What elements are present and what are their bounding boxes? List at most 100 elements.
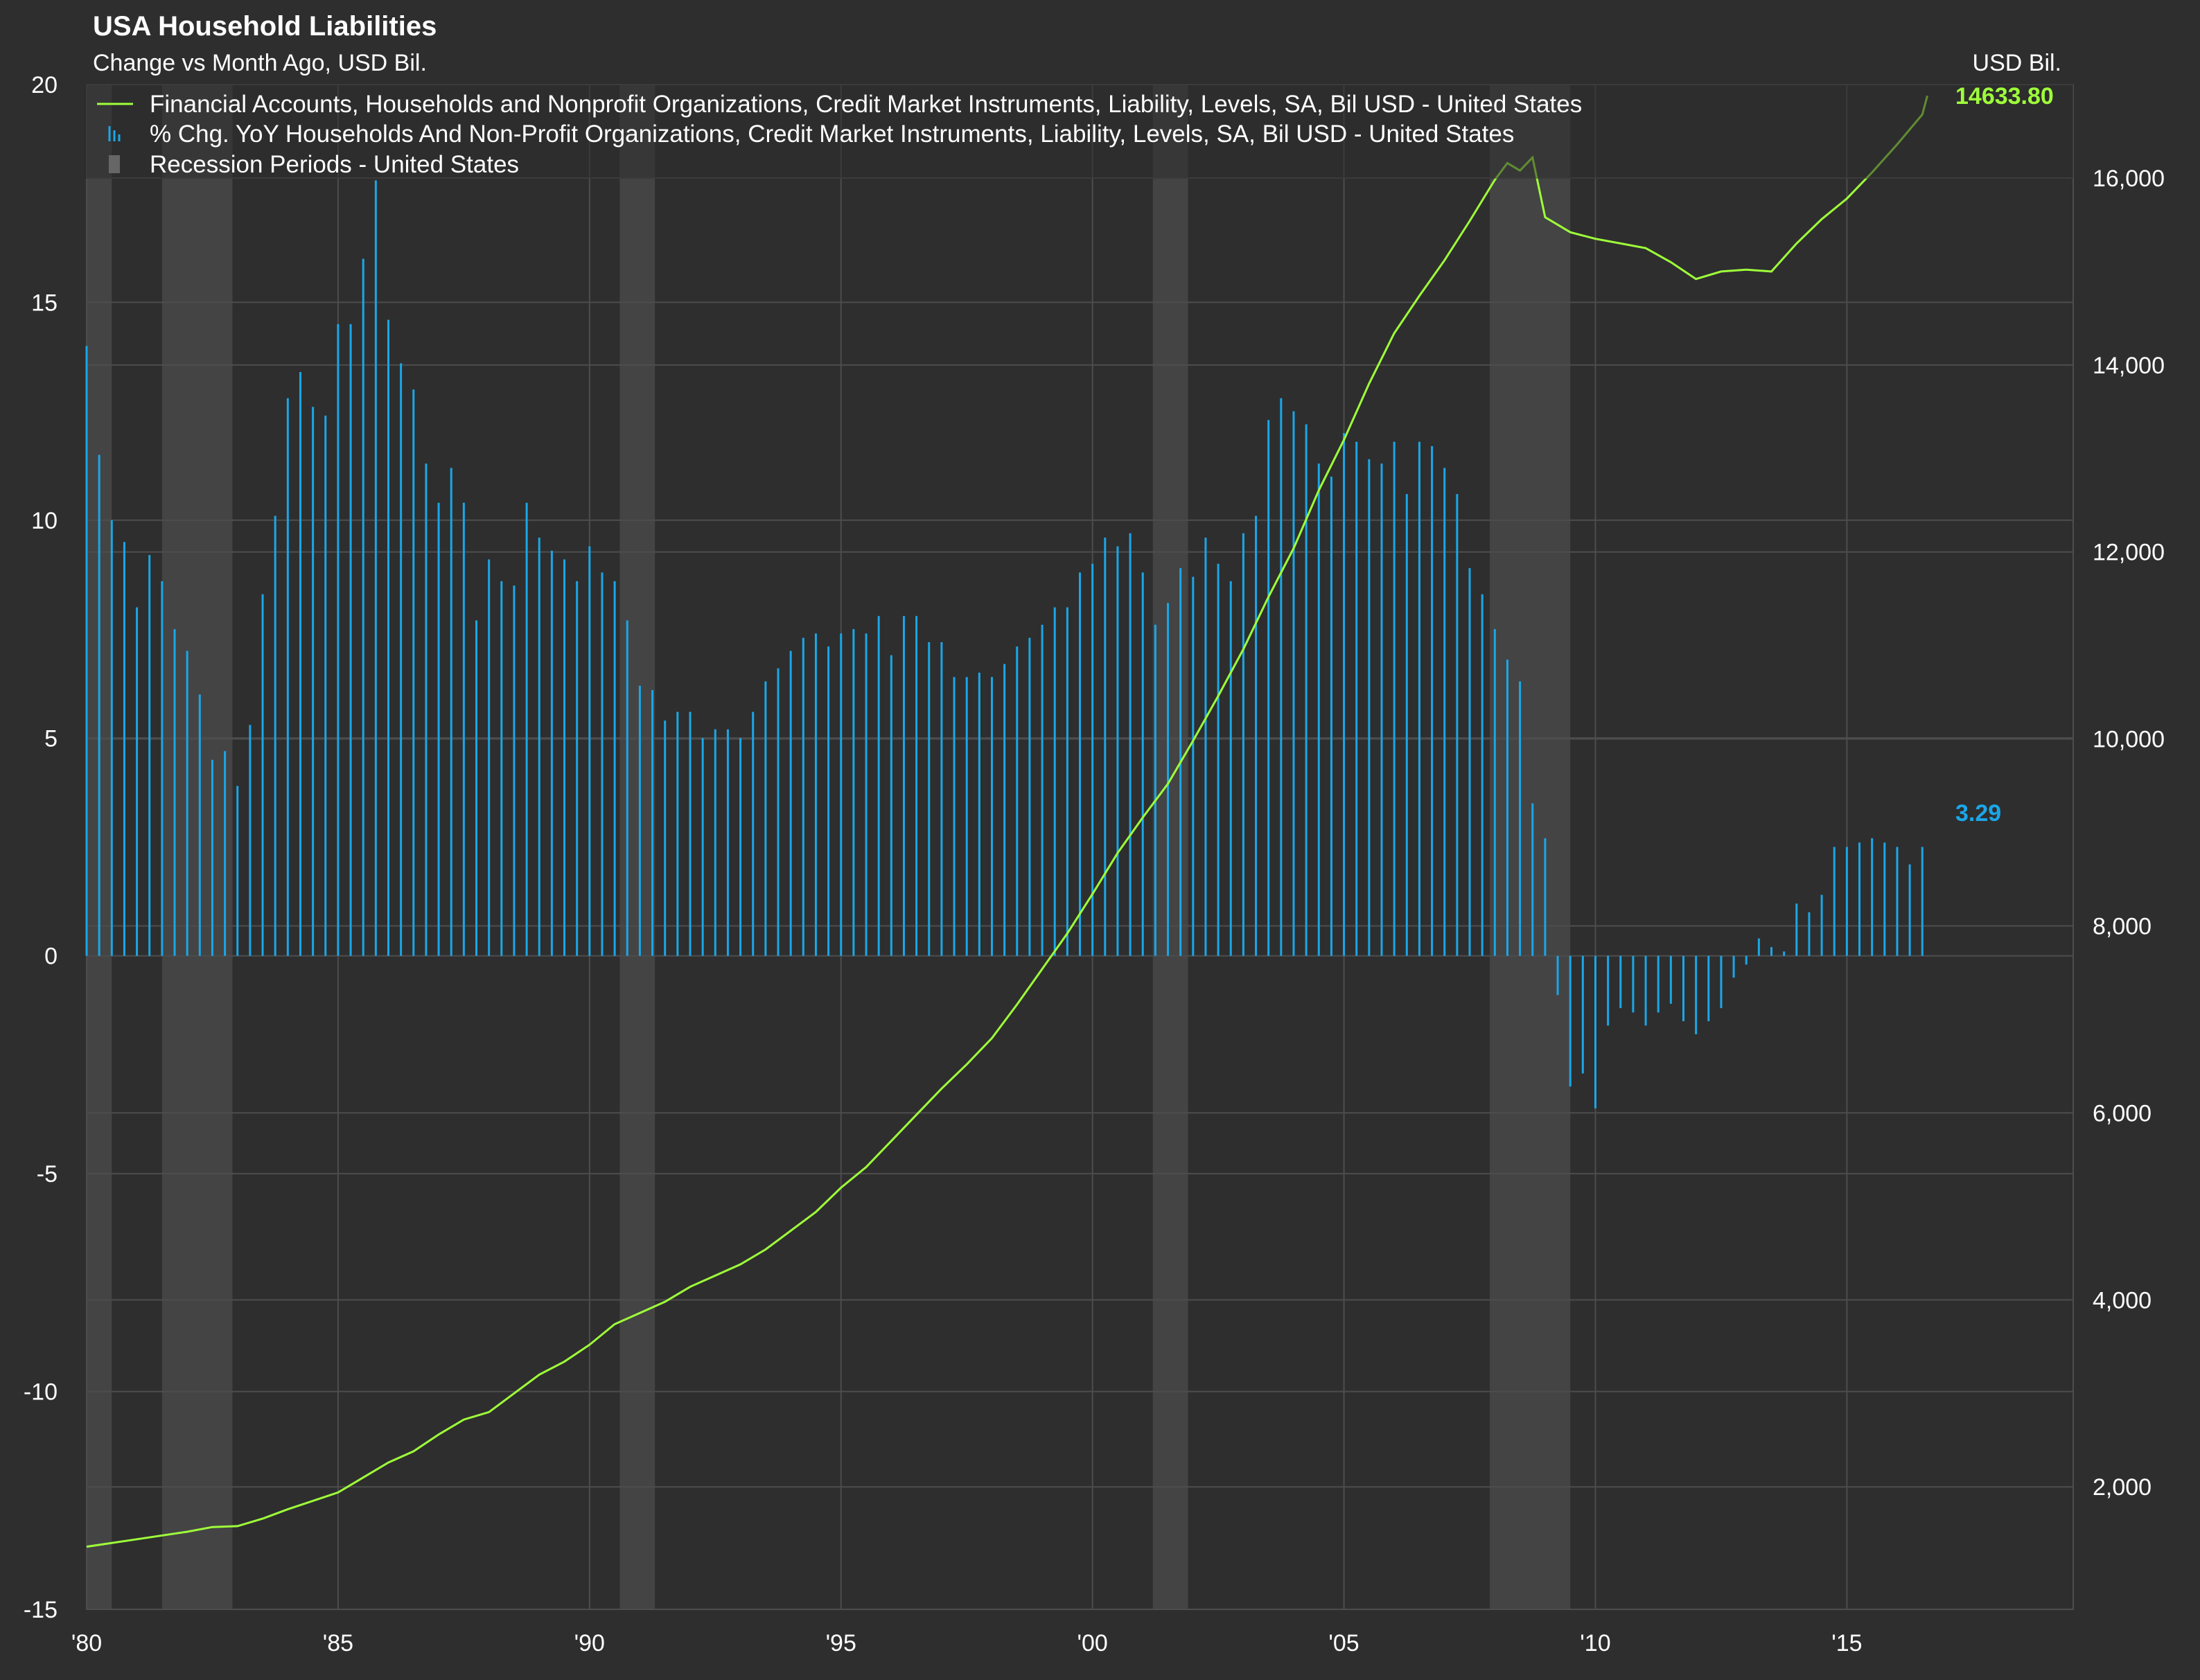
legend-shade-swatch [109, 155, 120, 173]
right-axis-unit: USD Bil. [1972, 50, 2061, 76]
bar [965, 677, 968, 956]
bar [1732, 955, 1735, 978]
bar [1833, 847, 1836, 956]
right-tick-label: 10,000 [2093, 727, 2165, 753]
bar [726, 729, 729, 956]
recession-band [1152, 85, 1188, 1609]
bar [1431, 445, 1434, 956]
recession-band [161, 85, 233, 1609]
bar [1418, 441, 1420, 956]
bar [877, 616, 880, 956]
bar [1280, 398, 1283, 956]
bar-series [85, 180, 1924, 1108]
bar [1745, 955, 1748, 965]
bar [110, 520, 113, 956]
bar [148, 555, 151, 956]
bar [349, 324, 352, 956]
bar [940, 642, 943, 956]
legend-bar-swatch [108, 126, 121, 141]
bar [814, 633, 817, 956]
bar [777, 668, 780, 956]
bar [374, 180, 377, 956]
bar [236, 786, 239, 956]
bar [550, 550, 553, 956]
bar [1003, 664, 1006, 956]
bar [299, 372, 301, 956]
bar [123, 542, 125, 956]
bar [1129, 533, 1132, 956]
bar [1116, 546, 1119, 956]
bar [1607, 955, 1610, 1026]
bar [1267, 420, 1270, 956]
bar [224, 751, 227, 956]
axis-layer: -15 -10 -5 0 5 10 15 20 2,000 4,000 6,000 8,000 10,0… [24, 72, 2165, 1656]
bar [915, 616, 918, 956]
bar [211, 759, 213, 956]
bar [701, 738, 704, 956]
bar [1053, 607, 1056, 956]
bar [1669, 955, 1672, 1004]
x-tick-label: '00 [1077, 1630, 1107, 1656]
bar [664, 720, 667, 956]
bar [1141, 572, 1144, 956]
line-path [86, 95, 1928, 1548]
bar [802, 637, 804, 956]
left-tick-label: 10 [31, 508, 58, 534]
bar [198, 694, 201, 956]
bar [1808, 912, 1811, 956]
legend-backdrop [85, 82, 2073, 179]
bar [1443, 468, 1446, 956]
recession-band [619, 85, 655, 1609]
bar [412, 389, 415, 956]
bar [1581, 955, 1584, 1074]
bar [1619, 955, 1622, 1009]
bar [676, 711, 679, 956]
bar [1921, 847, 1924, 956]
right-tick-label: 4,000 [2093, 1287, 2151, 1314]
bar [249, 725, 252, 956]
bar [1468, 568, 1471, 956]
bar [1305, 424, 1308, 956]
bar [1104, 538, 1107, 956]
right-tick-label: 6,000 [2093, 1100, 2151, 1126]
bar [462, 502, 465, 956]
bar [1493, 629, 1496, 956]
bar [1066, 607, 1068, 956]
bar [500, 581, 503, 956]
end-labels: 14633.80 3.29 [1955, 83, 2054, 826]
legend: Financial Accounts, Households and Nonpr… [85, 82, 2073, 179]
left-tick-label: -15 [24, 1597, 58, 1623]
left-tick-label: 0 [44, 944, 58, 970]
bar [85, 346, 88, 956]
bar [1896, 847, 1899, 956]
bar [1079, 572, 1081, 956]
bar [1770, 947, 1773, 956]
bar [1154, 624, 1156, 956]
bar [1255, 515, 1258, 956]
left-tick-label: -10 [24, 1379, 58, 1406]
bar [513, 585, 516, 956]
bar [1682, 955, 1684, 1022]
bar [1217, 563, 1220, 956]
bar [1519, 681, 1522, 956]
bar [752, 711, 755, 956]
bar [840, 633, 843, 956]
bar [286, 398, 289, 956]
chart-title: USA Household Liabilities [93, 11, 437, 42]
left-tick-label: 20 [31, 72, 58, 98]
bar [261, 594, 264, 956]
x-tick-label: '80 [71, 1630, 102, 1656]
bar [576, 581, 579, 956]
bar [1405, 494, 1408, 956]
bar [186, 651, 188, 956]
bar [538, 538, 540, 956]
bar [651, 690, 654, 956]
x-tick-label: '90 [574, 1630, 605, 1656]
bar [173, 629, 176, 956]
bar [638, 685, 641, 956]
bar [1556, 955, 1559, 996]
bar [1167, 603, 1170, 956]
bar [1695, 955, 1698, 1034]
bar [978, 672, 980, 956]
